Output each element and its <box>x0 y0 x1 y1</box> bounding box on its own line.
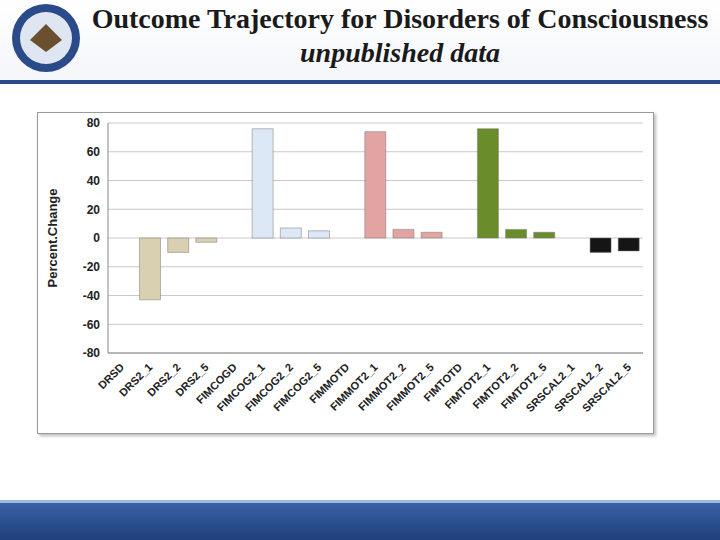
svg-text:FIMMOT2_5: FIMMOT2_5 <box>384 361 436 413</box>
svg-text:40: 40 <box>87 174 101 188</box>
svg-text:-40: -40 <box>83 289 101 303</box>
svg-text:FIMTOTD: FIMTOTD <box>421 360 465 404</box>
svg-text:20: 20 <box>87 203 101 217</box>
svg-text:-20: -20 <box>83 260 101 274</box>
svg-text:SRSCAL2_1: SRSCAL2_1 <box>523 360 577 415</box>
svg-text:0: 0 <box>93 231 100 245</box>
html-text:unpublished data: unpublished data <box>300 37 500 68</box>
svg-text:FIMTOT2_2: FIMTOT2_2 <box>470 360 521 411</box>
svg-text:FIMTOT2_5: FIMTOT2_5 <box>498 360 549 411</box>
svg-text:60: 60 <box>87 145 101 159</box>
svg-text:-60: -60 <box>83 318 101 332</box>
svg-text:80: 80 <box>87 116 101 130</box>
svg-text:FIMMOT2_1: FIMMOT2_1 <box>327 360 380 413</box>
svg-text:FIMMOT2_2: FIMMOT2_2 <box>355 360 408 413</box>
svg-text:FIMCOG2_1: FIMCOG2_1 <box>214 360 268 414</box>
svg-text:FIMCOG2_5: FIMCOG2_5 <box>270 360 324 414</box>
svg-text:Percent.Change: Percent.Change <box>45 189 60 288</box>
svg-text:FIMCOGD: FIMCOGD <box>193 360 239 406</box>
svg-text:DRS2_5: DRS2_5 <box>172 360 211 399</box>
svg-text:DRSD: DRSD <box>95 360 127 392</box>
svg-text:SRSCAL2_2: SRSCAL2_2 <box>551 360 605 415</box>
svg-text:DRS2_1: DRS2_1 <box>116 360 155 399</box>
svg-text:DRS2_2: DRS2_2 <box>144 360 183 399</box>
svg-text:SRSCAL2_5: SRSCAL2_5 <box>580 361 633 414</box>
html-text:Outcome Trajectory for Disorde: Outcome Trajectory for Disorders of Cons… <box>91 3 709 34</box>
svg-text:FIMCOG2_2: FIMCOG2_2 <box>242 360 296 414</box>
svg-text:FIMMOTD: FIMMOTD <box>306 360 352 406</box>
svg-text:-80: -80 <box>83 346 101 360</box>
svg-text:FIMTOT2_1: FIMTOT2_1 <box>442 360 493 411</box>
